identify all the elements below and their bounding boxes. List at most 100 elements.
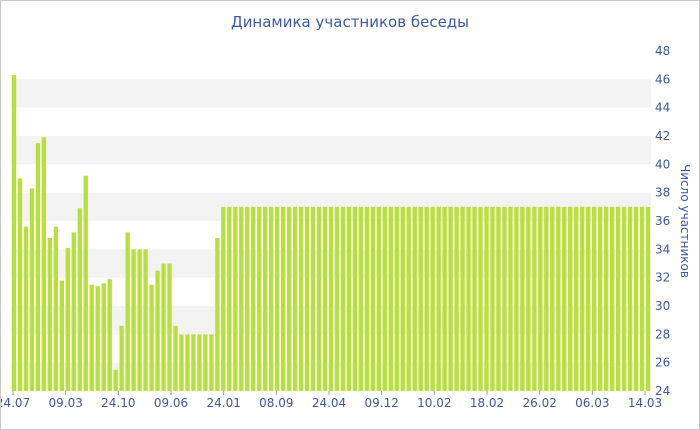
bar bbox=[484, 206, 489, 391]
y-tick-label: 44 bbox=[655, 101, 670, 115]
bar bbox=[286, 206, 292, 391]
y-tick-label: 28 bbox=[655, 327, 670, 341]
bar bbox=[185, 334, 190, 391]
bar bbox=[251, 206, 256, 391]
bar bbox=[149, 284, 154, 391]
x-tick-label: 10.02 bbox=[417, 396, 451, 410]
bar bbox=[627, 206, 633, 391]
bar bbox=[592, 206, 597, 391]
x-tick-label: 26.02 bbox=[522, 396, 556, 410]
bar bbox=[556, 206, 561, 391]
bar bbox=[263, 206, 268, 391]
bar bbox=[352, 206, 358, 391]
bar bbox=[89, 284, 94, 391]
bar bbox=[376, 206, 382, 391]
bar bbox=[65, 247, 70, 391]
bar bbox=[161, 263, 166, 391]
bar bbox=[603, 206, 609, 391]
bar bbox=[609, 206, 615, 391]
bar bbox=[227, 206, 232, 391]
bar bbox=[215, 238, 220, 391]
y-tick-label: 38 bbox=[655, 186, 670, 200]
y-tick-label: 30 bbox=[655, 299, 670, 313]
bar bbox=[370, 206, 376, 391]
bar bbox=[418, 206, 423, 391]
bar bbox=[71, 232, 76, 391]
bar bbox=[334, 206, 340, 391]
bar bbox=[316, 206, 322, 391]
y-tick-label: 42 bbox=[655, 129, 670, 143]
bars bbox=[11, 75, 651, 391]
x-tick-label: 09.06 bbox=[154, 396, 188, 410]
bar bbox=[101, 283, 106, 391]
bar bbox=[322, 206, 328, 391]
bar bbox=[394, 206, 399, 391]
bar bbox=[442, 206, 447, 391]
bar bbox=[460, 206, 465, 391]
bar bbox=[382, 206, 387, 391]
bar bbox=[532, 206, 537, 391]
bar bbox=[412, 206, 417, 391]
bar bbox=[502, 206, 507, 391]
bar bbox=[221, 206, 226, 391]
bar bbox=[514, 206, 519, 391]
bar bbox=[448, 206, 453, 391]
bar bbox=[47, 238, 53, 391]
x-axis-ticks: 24.07 09.03 24.10 09.06 24.01 08.09 24.04 09.12… bbox=[1, 391, 662, 410]
bar bbox=[281, 206, 286, 391]
bar bbox=[328, 206, 334, 391]
y-tick-label: 36 bbox=[655, 214, 670, 228]
bar bbox=[197, 334, 202, 391]
x-tick-label: 24.07 bbox=[1, 396, 30, 410]
y-tick-label: 34 bbox=[655, 242, 670, 256]
bar bbox=[436, 206, 441, 391]
bar bbox=[131, 249, 136, 391]
bar bbox=[113, 369, 118, 391]
bar bbox=[83, 175, 88, 391]
grid-band bbox=[11, 136, 651, 165]
y-tick-label: 26 bbox=[655, 356, 670, 370]
bar bbox=[107, 279, 112, 391]
bar bbox=[406, 206, 411, 391]
bar bbox=[615, 206, 621, 391]
bar bbox=[400, 206, 405, 391]
bar bbox=[645, 206, 651, 391]
bar bbox=[346, 206, 352, 391]
bar bbox=[562, 206, 567, 391]
bar bbox=[137, 249, 142, 391]
bar bbox=[340, 206, 346, 391]
bar bbox=[245, 206, 250, 391]
x-tick-label: 24.04 bbox=[312, 396, 346, 410]
bar bbox=[364, 206, 370, 391]
bar bbox=[526, 206, 531, 391]
bar bbox=[125, 232, 130, 391]
bar bbox=[95, 286, 100, 391]
bar bbox=[621, 206, 627, 391]
bar bbox=[41, 137, 47, 391]
y-axis-ticks: 24 26 28 30 32 34 36 38 40 42 44 46 48 bbox=[655, 44, 670, 398]
bar bbox=[508, 206, 513, 391]
y-tick-label: 24 bbox=[655, 384, 670, 398]
x-tick-label: 24.01 bbox=[206, 396, 240, 410]
bar bbox=[424, 206, 429, 391]
bar bbox=[292, 206, 298, 391]
bar bbox=[430, 206, 435, 391]
bar bbox=[155, 270, 160, 391]
bar bbox=[143, 249, 148, 391]
bar bbox=[119, 325, 124, 391]
bar bbox=[520, 206, 525, 391]
bar bbox=[29, 188, 35, 391]
y-tick-label: 40 bbox=[655, 157, 670, 171]
y-tick-label: 46 bbox=[655, 72, 670, 86]
bar bbox=[35, 143, 41, 391]
bar bbox=[59, 280, 64, 391]
bar bbox=[310, 206, 316, 391]
bar bbox=[454, 206, 459, 391]
x-tick-label: 06.03 bbox=[575, 396, 609, 410]
bar bbox=[580, 206, 585, 391]
bar bbox=[388, 206, 393, 391]
bar bbox=[17, 178, 23, 391]
bar bbox=[11, 75, 17, 391]
chart-title: Динамика участников беседы bbox=[230, 13, 470, 31]
